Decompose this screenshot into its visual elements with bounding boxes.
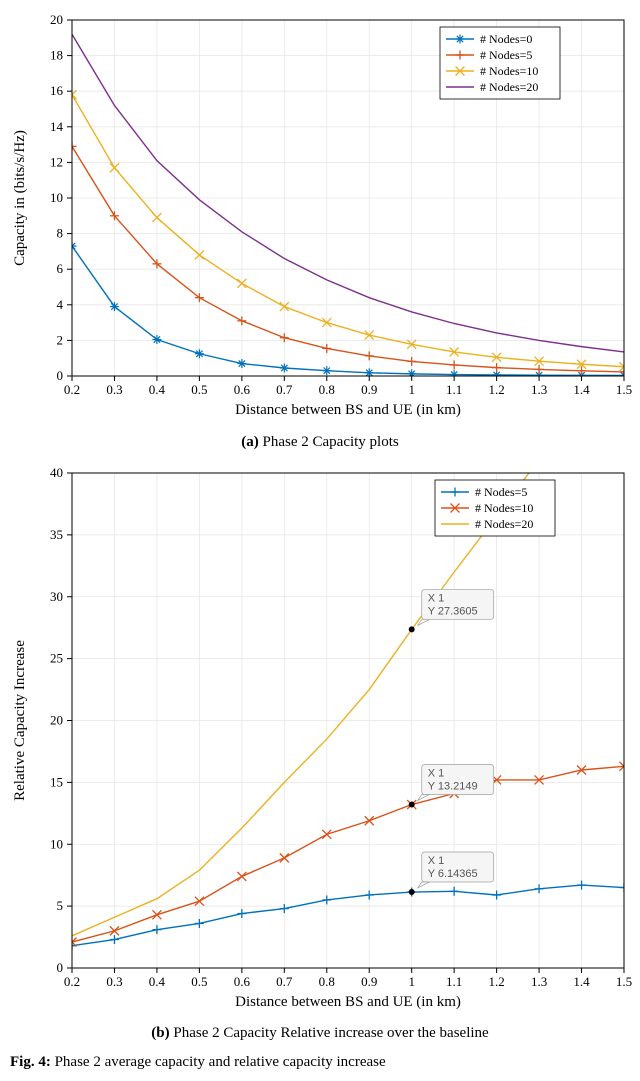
svg-text:20: 20 — [50, 713, 63, 728]
svg-text:1.3: 1.3 — [531, 974, 547, 989]
svg-text:X 1: X 1 — [428, 767, 445, 779]
svg-text:1.4: 1.4 — [573, 382, 590, 397]
svg-text:20: 20 — [50, 12, 63, 27]
svg-text:8: 8 — [57, 226, 64, 241]
svg-text:0.7: 0.7 — [276, 382, 293, 397]
chart-b-svg: 0.2 0.3 0.4 0.5 0.6 0.7 0.8 0.9 1 1.1 1.2 1.3 1.4 1.5… — [0, 461, 640, 1021]
svg-text:0.4: 0.4 — [149, 974, 166, 989]
svg-text:0.6: 0.6 — [234, 382, 251, 397]
chart-b-caption-text: Phase 2 Capacity Relative increase over … — [173, 1025, 488, 1041]
svg-text:0.6: 0.6 — [234, 974, 251, 989]
svg-text:0.2: 0.2 — [64, 974, 80, 989]
chart-b-caption-prefix: (b) — [151, 1025, 173, 1041]
chart-a-svg: 0.2 0.3 0.4 0.5 0.6 0.7 0.8 0.9 1 1.1 1.2 1.3 1.4 1.5… — [0, 0, 640, 430]
svg-text:0.5: 0.5 — [191, 382, 207, 397]
svg-text:2: 2 — [57, 332, 64, 347]
figure-caption-text: Phase 2 average capacity and relative ca… — [55, 1054, 386, 1070]
figure-container: 0.2 0.3 0.4 0.5 0.6 0.7 0.8 0.9 1 1.1 1.2 1.3 1.4 1.5… — [0, 0, 640, 1079]
svg-text:# Nodes=0: # Nodes=0 — [480, 32, 532, 46]
figure-caption: Fig. 4: Phase 2 average capacity and rel… — [0, 1052, 640, 1079]
chart-a-caption-text: Phase 2 Capacity plots — [263, 434, 399, 450]
svg-text:4: 4 — [57, 297, 64, 312]
chart-a-caption: (a) Phase 2 Capacity plots — [0, 434, 640, 451]
svg-text:1.1: 1.1 — [446, 974, 462, 989]
svg-text:X 1: X 1 — [428, 855, 445, 867]
svg-text:0.8: 0.8 — [319, 974, 335, 989]
svg-text:# Nodes=10: # Nodes=10 — [475, 501, 533, 515]
svg-text:Distance between BS and UE (in: Distance between BS and UE (in km) — [235, 402, 461, 418]
svg-text:15: 15 — [50, 774, 63, 789]
figure-caption-prefix: Fig. 4: — [10, 1054, 55, 1070]
svg-text:Distance between BS and UE (in: Distance between BS and UE (in km) — [235, 994, 461, 1010]
svg-text:25: 25 — [50, 651, 63, 666]
svg-text:# Nodes=10: # Nodes=10 — [480, 64, 538, 78]
svg-text:10: 10 — [50, 190, 63, 205]
svg-text:1.3: 1.3 — [531, 382, 547, 397]
svg-text:0.8: 0.8 — [319, 382, 335, 397]
svg-text:0.4: 0.4 — [149, 382, 166, 397]
svg-text:Relative Capacity Increase: Relative Capacity Increase — [12, 640, 28, 801]
svg-text:30: 30 — [50, 589, 63, 604]
svg-text:Capacity in (bits/s/Hz): Capacity in (bits/s/Hz) — [12, 130, 28, 266]
svg-text:0: 0 — [57, 368, 64, 383]
svg-text:35: 35 — [50, 527, 63, 542]
svg-text:1.1: 1.1 — [446, 382, 462, 397]
svg-text:X 1: X 1 — [428, 592, 445, 604]
svg-text:1.2: 1.2 — [488, 974, 504, 989]
svg-text:16: 16 — [50, 83, 64, 98]
svg-text:18: 18 — [50, 48, 63, 63]
svg-text:0.9: 0.9 — [361, 382, 377, 397]
svg-text:1.5: 1.5 — [616, 382, 632, 397]
svg-text:# Nodes=5: # Nodes=5 — [480, 48, 532, 62]
svg-text:Y 13.2149: Y 13.2149 — [428, 780, 478, 792]
svg-text:1: 1 — [408, 974, 415, 989]
svg-text:# Nodes=20: # Nodes=20 — [480, 80, 538, 94]
svg-text:1: 1 — [408, 382, 415, 397]
svg-text:0.2: 0.2 — [64, 382, 80, 397]
chart-b-caption: (b) Phase 2 Capacity Relative increase o… — [0, 1025, 640, 1042]
svg-text:5: 5 — [57, 898, 64, 913]
svg-text:14: 14 — [50, 119, 64, 134]
svg-text:12: 12 — [50, 154, 63, 169]
chart-a-caption-prefix: (a) — [241, 434, 262, 450]
svg-text:0.3: 0.3 — [106, 974, 122, 989]
svg-text:0: 0 — [57, 960, 64, 975]
svg-text:6: 6 — [57, 261, 64, 276]
svg-text:10: 10 — [50, 836, 63, 851]
svg-text:0.9: 0.9 — [361, 974, 377, 989]
svg-text:# Nodes=20: # Nodes=20 — [475, 517, 533, 531]
svg-text:0.5: 0.5 — [191, 974, 207, 989]
svg-text:40: 40 — [50, 465, 63, 480]
svg-text:0.7: 0.7 — [276, 974, 293, 989]
svg-text:1.4: 1.4 — [573, 974, 590, 989]
svg-text:1.5: 1.5 — [616, 974, 632, 989]
svg-text:0.3: 0.3 — [106, 382, 122, 397]
svg-text:# Nodes=5: # Nodes=5 — [475, 485, 527, 499]
svg-text:Y 6.14365: Y 6.14365 — [428, 868, 478, 880]
svg-text:Y 27.3605: Y 27.3605 — [428, 605, 478, 617]
svg-text:1.2: 1.2 — [488, 382, 504, 397]
chart-b-wrapper: 0.2 0.3 0.4 0.5 0.6 0.7 0.8 0.9 1 1.1 1.2 1.3 1.4 1.5… — [0, 461, 640, 1042]
chart-a-wrapper: 0.2 0.3 0.4 0.5 0.6 0.7 0.8 0.9 1 1.1 1.2 1.3 1.4 1.5… — [0, 0, 640, 451]
